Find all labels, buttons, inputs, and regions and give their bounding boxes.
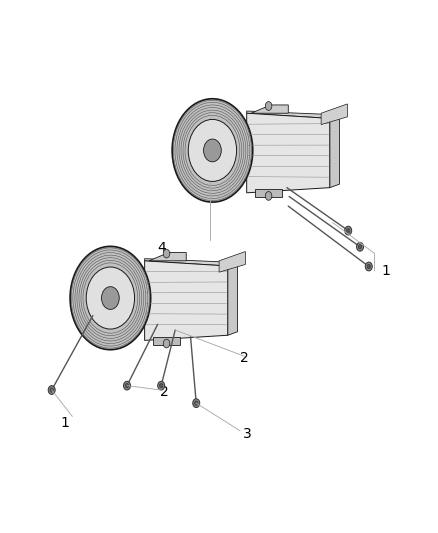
Ellipse shape [159, 383, 163, 388]
Ellipse shape [358, 245, 362, 249]
Ellipse shape [158, 381, 165, 390]
Text: 1: 1 [382, 264, 391, 278]
Text: 2: 2 [160, 385, 169, 399]
Polygon shape [228, 262, 237, 335]
Ellipse shape [365, 262, 372, 271]
Ellipse shape [124, 381, 131, 390]
Ellipse shape [102, 287, 119, 309]
Polygon shape [330, 115, 339, 188]
Polygon shape [145, 261, 228, 341]
Ellipse shape [48, 386, 55, 394]
Ellipse shape [367, 264, 371, 269]
Polygon shape [219, 252, 245, 272]
Ellipse shape [163, 339, 170, 348]
Ellipse shape [194, 401, 198, 405]
Ellipse shape [163, 249, 170, 258]
Ellipse shape [172, 99, 253, 202]
Ellipse shape [345, 226, 352, 235]
Ellipse shape [204, 139, 221, 162]
Ellipse shape [50, 388, 53, 392]
Ellipse shape [265, 191, 272, 200]
Text: 2: 2 [240, 351, 249, 366]
Ellipse shape [70, 246, 151, 350]
Ellipse shape [265, 102, 272, 110]
Ellipse shape [193, 399, 200, 408]
Ellipse shape [125, 383, 129, 388]
Polygon shape [251, 105, 288, 113]
Text: 3: 3 [243, 427, 252, 441]
Ellipse shape [86, 267, 134, 329]
Polygon shape [145, 259, 237, 266]
Text: 1: 1 [60, 416, 69, 430]
Polygon shape [247, 111, 339, 118]
Ellipse shape [357, 243, 364, 251]
Polygon shape [255, 189, 282, 197]
Ellipse shape [346, 229, 350, 233]
Polygon shape [149, 253, 186, 261]
Ellipse shape [188, 119, 237, 181]
Polygon shape [153, 337, 180, 344]
Text: 4: 4 [158, 241, 166, 255]
Polygon shape [321, 104, 347, 125]
Polygon shape [247, 113, 330, 193]
